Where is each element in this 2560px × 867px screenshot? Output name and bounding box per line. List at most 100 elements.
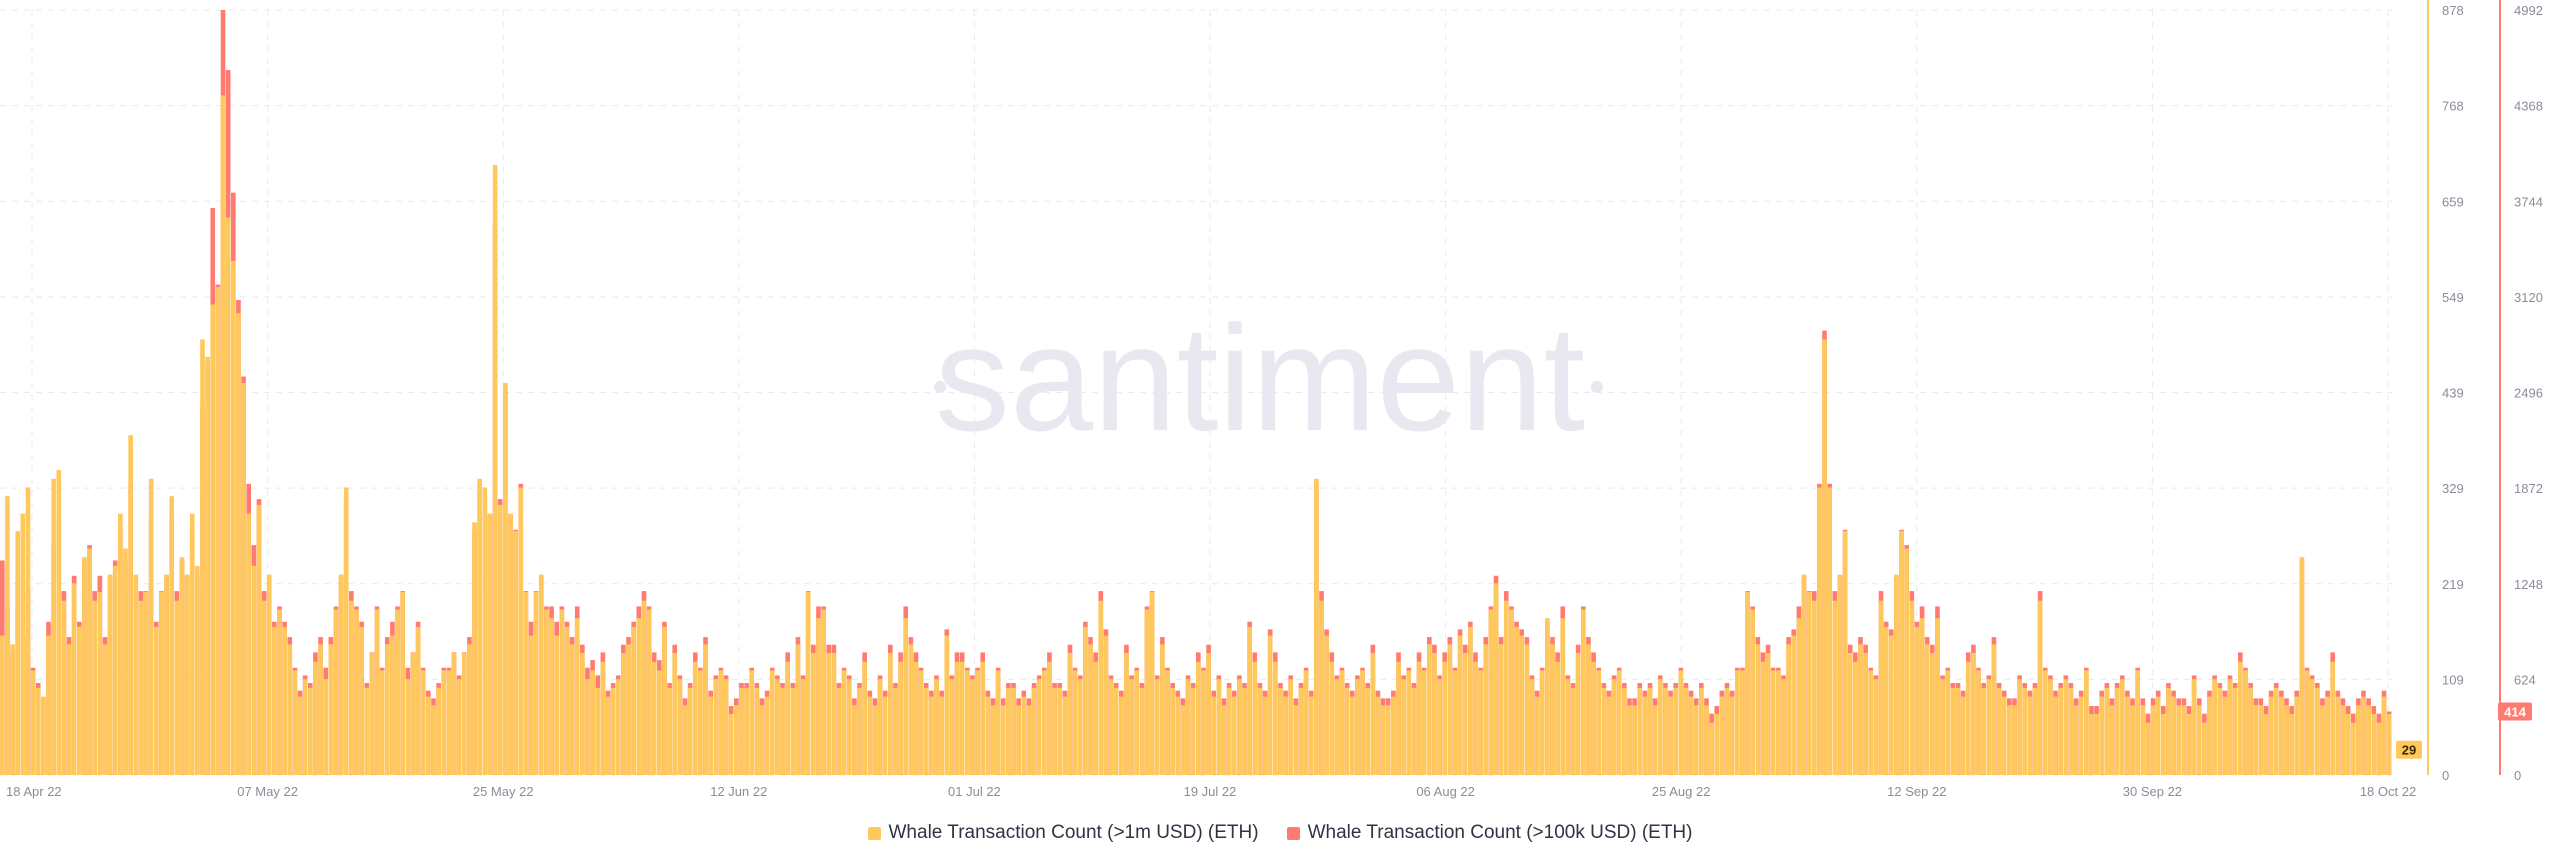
- bar-primary: [359, 626, 364, 775]
- bar-primary: [5, 496, 10, 775]
- bar-primary: [595, 687, 601, 775]
- bar-primary: [2181, 705, 2187, 775]
- bar-primary: [1647, 687, 1653, 775]
- bar-primary: [662, 626, 667, 775]
- bar-primary: [682, 705, 688, 775]
- bar-primary: [1935, 618, 1940, 775]
- bar-primary: [605, 696, 611, 775]
- bar-primary: [1853, 661, 1858, 775]
- bar-primary: [2253, 705, 2259, 775]
- bar-primary: [405, 679, 411, 775]
- bar-primary: [918, 670, 924, 775]
- bar-primary: [169, 496, 175, 775]
- bar-primary: [959, 661, 965, 775]
- bar-primary: [1483, 644, 1489, 775]
- bar-primary: [775, 679, 780, 775]
- bar-primary: [2202, 722, 2207, 775]
- bar-primary: [1083, 626, 1088, 775]
- bar-primary: [318, 644, 323, 775]
- bar-primary: [1550, 644, 1555, 775]
- bar-primary: [1216, 679, 1222, 775]
- y-axis-right-ticks: 4992 4368 3744 3120 2496 1872 1248 624 0: [2514, 3, 2543, 783]
- bar-primary: [1088, 644, 1093, 775]
- bar-primary: [1791, 635, 1797, 775]
- bar-primary: [692, 661, 698, 775]
- bar-primary: [35, 687, 41, 775]
- bar-primary: [205, 356, 210, 775]
- bar-primary: [1021, 696, 1027, 775]
- bar-primary: [1996, 687, 2002, 775]
- bar-primary: [1919, 618, 1925, 775]
- bar-primary: [538, 574, 544, 775]
- bar-primary: [1036, 679, 1042, 775]
- bar-primary: [431, 705, 436, 775]
- bar-primary: [297, 696, 303, 775]
- bar-primary: [2058, 687, 2063, 775]
- bar-primary: [112, 565, 118, 775]
- bar-primary: [790, 687, 796, 775]
- bar-primary: [2048, 679, 2053, 775]
- bar-primary: [1781, 679, 1786, 775]
- bar-primary: [728, 714, 734, 775]
- bar-primary: [1468, 626, 1473, 775]
- bar-primary: [492, 165, 498, 776]
- bar-primary: [1457, 635, 1463, 775]
- bar-primary: [1668, 696, 1673, 775]
- badge-last-value-secondary: 414: [2498, 702, 2532, 721]
- bar-primary: [970, 679, 975, 775]
- bar-primary: [1139, 687, 1145, 775]
- bar-primary: [1786, 644, 1791, 775]
- bar-primary: [2017, 679, 2022, 775]
- bar-primary: [995, 670, 1001, 775]
- bar-primary: [795, 644, 801, 775]
- bar-primary: [1380, 705, 1386, 775]
- bar-primary: [1539, 670, 1545, 775]
- bar-primary: [1077, 679, 1083, 775]
- bar-primary: [195, 565, 200, 775]
- bar-primary: [800, 679, 806, 775]
- bar-primary: [1899, 531, 1904, 775]
- bar-primary: [980, 661, 986, 775]
- bar-primary: [846, 679, 852, 775]
- bar-primary: [41, 696, 46, 775]
- bar-primary: [1924, 644, 1930, 775]
- bar-primary: [1514, 626, 1519, 775]
- legend-item-secondary[interactable]: Whale Transaction Count (>100k USD) (ETH…: [1286, 822, 1692, 844]
- y-axis-left-ticks: 878 768 659 549 439 329 219 109 0: [2442, 3, 2464, 783]
- bar-primary: [1221, 705, 1227, 775]
- bar-primary: [1811, 600, 1817, 775]
- bar-primary: [1632, 705, 1637, 775]
- bar-primary: [1160, 644, 1165, 775]
- bar-primary: [2376, 722, 2382, 775]
- bar-primary: [549, 618, 554, 775]
- bar-primary: [2361, 696, 2366, 775]
- bar-primary: [1611, 679, 1617, 775]
- bar-primary: [990, 705, 996, 775]
- bar-primary: [544, 609, 549, 775]
- bar-primary: [2196, 705, 2202, 775]
- bar-primary: [2171, 696, 2176, 775]
- bar-primary: [2186, 714, 2192, 775]
- bar-primary: [2320, 705, 2325, 775]
- bar-primary: [1108, 679, 1114, 775]
- bar-primary: [1894, 574, 1899, 775]
- bar-primary: [349, 600, 354, 775]
- bar-primary: [272, 626, 277, 775]
- x-axis-ticks: 18 Apr 22 07 May 22 25 May 22 12 Jun 22 01 J…: [6, 784, 2416, 799]
- bar-primary: [1365, 687, 1371, 775]
- y-right-tick-label: 1872: [2514, 481, 2543, 496]
- bar-primary: [1180, 705, 1186, 775]
- bar-primary: [1873, 679, 1879, 775]
- bar-primary: [1011, 687, 1016, 775]
- bar-primary: [436, 687, 441, 775]
- bar-primary: [841, 670, 847, 775]
- bar-primary: [559, 609, 565, 775]
- bar-primary: [1442, 661, 1448, 775]
- bar-primary: [395, 609, 400, 775]
- bar-primary: [554, 635, 559, 775]
- legend-item-primary[interactable]: Whale Transaction Count (>1m USD) (ETH): [867, 822, 1259, 844]
- bar-primary: [1858, 644, 1863, 775]
- bar-primary: [82, 557, 87, 775]
- bar-primary: [1031, 687, 1037, 775]
- bar-primary: [390, 635, 395, 775]
